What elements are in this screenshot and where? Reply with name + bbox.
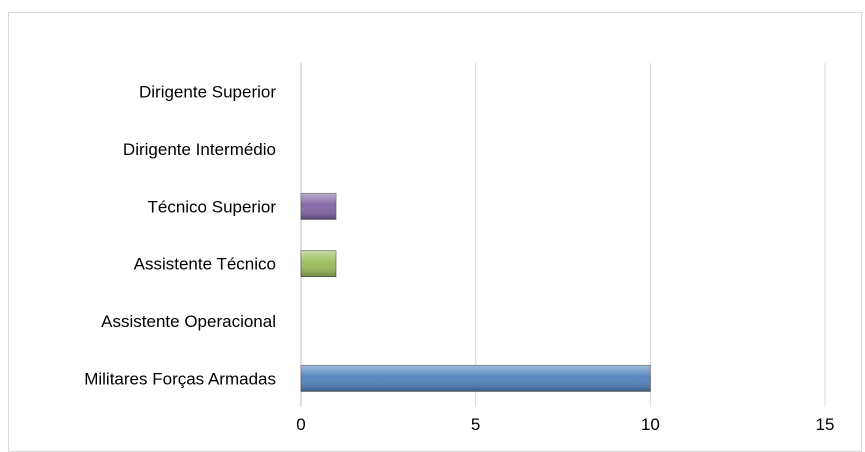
bars [300, 192, 651, 392]
category-label: Assistente Técnico [134, 255, 276, 274]
bar [300, 250, 337, 278]
gridlines [300, 63, 826, 407]
category-label: Técnico Superior [147, 197, 276, 216]
x-tick-label: 10 [641, 415, 660, 434]
x-tick-label: 5 [471, 415, 480, 434]
bar-chart: Dirigente Superior Dirigente Intermédio Té… [84, 63, 834, 434]
x-tick-label: 0 [296, 415, 305, 434]
bar [300, 364, 651, 392]
category-label: Assistente Operacional [101, 312, 276, 331]
category-label: Dirigente Superior [139, 83, 276, 102]
x-tick-label: 15 [816, 415, 835, 434]
category-labels: Dirigente Superior Dirigente Intermédio Té… [84, 83, 276, 389]
category-label: Dirigente Intermédio [123, 140, 276, 159]
category-label: Militares Forças Armadas [84, 369, 276, 388]
bar [300, 192, 337, 220]
x-tick-labels: 0 5 10 15 [296, 415, 834, 434]
